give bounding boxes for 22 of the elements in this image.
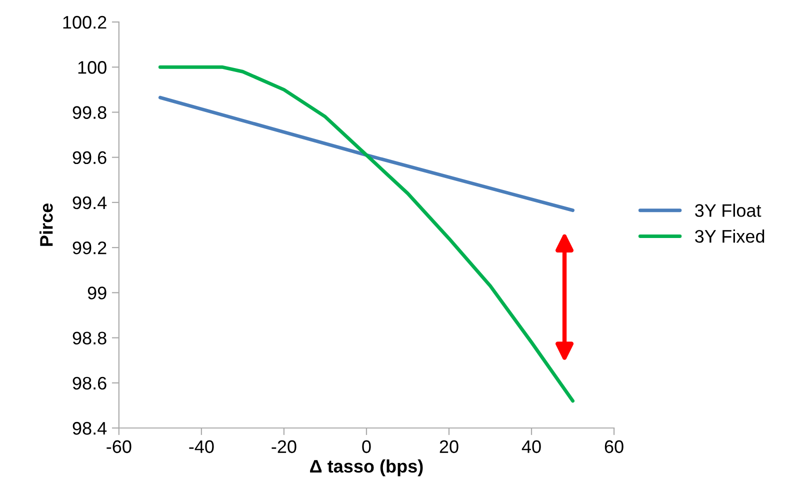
y-tick-label: 99 [88,286,106,300]
x-tick-label: -20 [272,440,296,454]
y-tick-label: 99.4 [72,196,107,210]
legend-label: 3Y Float [695,204,762,217]
line-series [158,65,575,403]
x-tick-label: 40 [522,440,541,454]
y-tick-label: 99.6 [72,151,106,164]
x-tick-label: -40 [189,440,214,454]
y-tick-label: 98.8 [72,332,106,344]
y-tick-label: 98.4 [72,422,107,435]
x-tick-label: 60 [604,440,624,454]
y-tick-label: 100 [78,61,106,74]
y-tick-label: 99.2 [72,241,106,254]
x-tick-label: 0 [362,440,371,454]
x-tick-label: 20 [440,440,458,454]
y-axis-title: Pirce [40,204,53,246]
legend-label: 3Y Fixed [695,230,764,243]
x-axis-title: Δ tasso (bps) [310,459,423,476]
x-tick-label: -60 [106,440,132,454]
y-tick-label: 99.8 [72,106,106,119]
y-tick-label: 98.6 [72,376,106,390]
y-tick-label: 100.2 [63,16,106,29]
